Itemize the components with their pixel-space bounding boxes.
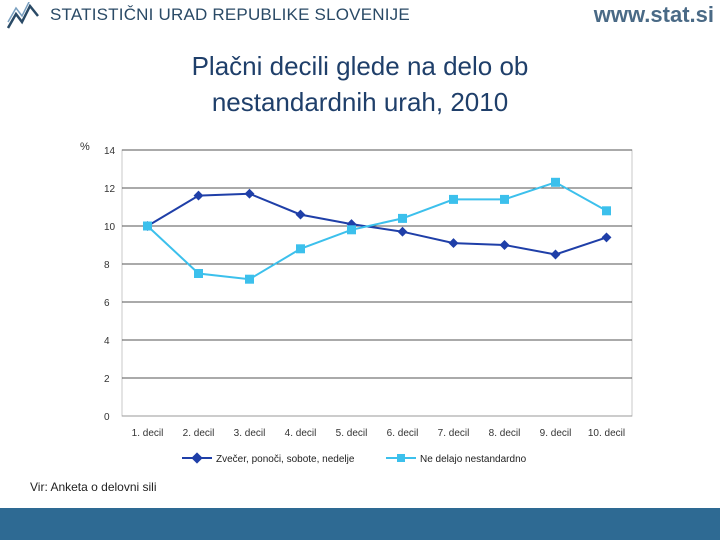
series-line-1 (146, 192, 607, 256)
title-line-1: Plačni decili glede na delo ob (191, 51, 529, 81)
surs-logo-icon (6, 2, 39, 29)
source-note: Vir: Anketa o delovni sili (30, 480, 157, 494)
x-tick-label: 2. decil (183, 428, 215, 439)
footer-bar (0, 508, 720, 540)
x-tick-label: 3. decil (234, 428, 266, 439)
legend-marker-series1 (191, 452, 203, 464)
data-point-series2 (296, 244, 305, 254)
y-tick-label: 6 (104, 298, 110, 309)
page-title: Plačni decili glede na delo ob nestandar… (60, 48, 660, 120)
data-point-series2 (449, 194, 458, 204)
gridlines (122, 149, 632, 417)
legend-marker-series2 (397, 454, 405, 462)
x-tick-label: 7. decil (438, 428, 470, 439)
x-tick-label: 10. decil (588, 428, 625, 439)
data-point-series2 (143, 221, 152, 231)
organization-name: STATISTIČNI URAD REPUBLIKE SLOVENIJE (50, 5, 410, 24)
data-point-series1 (244, 188, 255, 199)
x-axis-ticks: 1. decil 2. decil 3. decil 4. decil 5. decil… (132, 428, 625, 439)
x-tick-label: 1. decil (132, 428, 164, 439)
y-tick-label: 8 (104, 260, 110, 271)
legend: Zvečer, ponoči, sobote, nedelje Ne delaj… (182, 452, 527, 465)
y-tick-label: 10 (104, 222, 116, 233)
data-point-series1 (193, 190, 204, 201)
data-point-series1 (499, 240, 510, 250)
legend-label-series2: Ne delajo nestandardno (420, 454, 527, 465)
series-line-2 (146, 181, 607, 281)
y-tick-label: 12 (104, 184, 116, 195)
plot-area (121, 149, 633, 417)
data-point-series2 (347, 225, 356, 235)
data-point-series2 (398, 213, 407, 223)
series-group (142, 177, 612, 284)
x-tick-label: 4. decil (285, 428, 317, 439)
y-axis-label: % (80, 141, 90, 153)
x-tick-label: 8. decil (489, 428, 521, 439)
data-point-series1 (295, 209, 306, 220)
data-point-series2 (551, 177, 560, 187)
y-tick-label: 4 (104, 336, 110, 347)
data-point-series2 (245, 274, 254, 284)
data-point-series2 (602, 206, 611, 216)
data-point-series1 (397, 226, 408, 237)
data-point-series2 (194, 269, 203, 278)
x-tick-label: 5. decil (336, 428, 368, 439)
header: STATISTIČNI URAD REPUBLIKE SLOVENIJE www… (0, 0, 720, 34)
data-point-series1 (550, 249, 561, 260)
y-tick-label: 2 (104, 374, 110, 385)
x-tick-label: 9. decil (540, 428, 572, 439)
y-tick-label: 14 (104, 146, 116, 157)
website-link[interactable]: www.stat.si (593, 2, 714, 27)
y-axis-ticks: 0 2 4 6 8 10 12 14 (104, 146, 116, 423)
data-point-series1 (601, 232, 612, 243)
data-point-series2 (500, 194, 509, 204)
title-line-2: nestandardnih urah, 2010 (211, 87, 509, 117)
x-tick-label: 6. decil (387, 428, 419, 439)
y-tick-label: 0 (104, 412, 110, 423)
data-point-series1 (448, 238, 459, 249)
legend-label-series1: Zvečer, ponoči, sobote, nedelje (216, 454, 355, 465)
